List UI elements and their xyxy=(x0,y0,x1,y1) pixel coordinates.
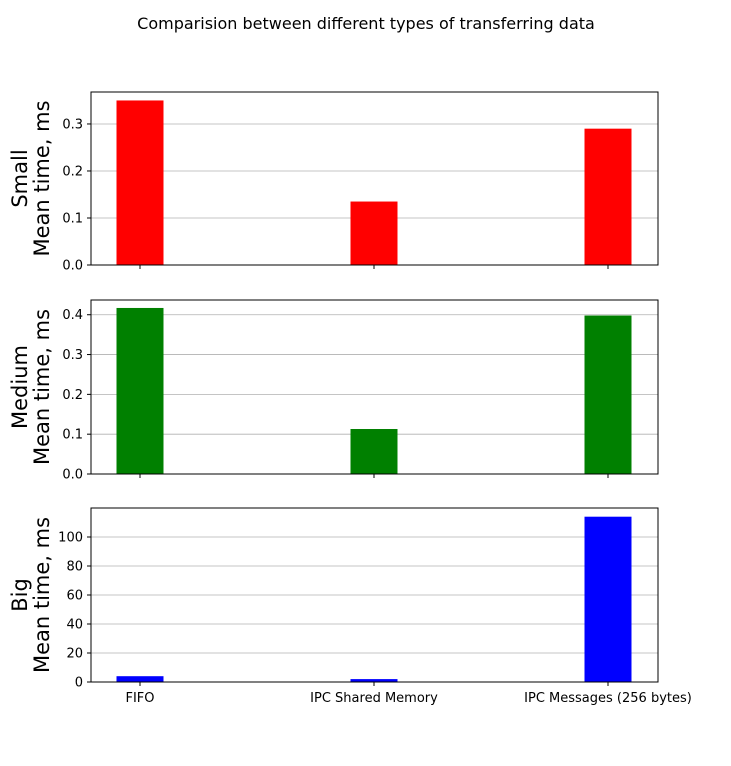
bar-ipc-messages-256-bytes- xyxy=(584,128,632,265)
y-axis-label-line2: Mean time, ms xyxy=(30,517,54,673)
x-tick-label: IPC Shared Memory xyxy=(310,691,438,706)
y-axis-label-line2: Mean time, ms xyxy=(30,100,54,256)
y-tick-label: 60 xyxy=(66,589,83,604)
bar-ipc-messages-256-bytes- xyxy=(584,315,632,474)
y-tick-label: 0.3 xyxy=(62,117,83,132)
y-tick-label: 20 xyxy=(66,647,83,662)
y-tick-label: 100 xyxy=(58,531,83,546)
y-tick-label: 0.0 xyxy=(62,468,83,483)
bar-fifo xyxy=(116,676,164,682)
y-tick-label: 80 xyxy=(66,560,83,575)
y-tick-label: 0.2 xyxy=(62,164,83,179)
bar-fifo xyxy=(116,100,164,265)
x-tick-label: IPC Messages (256 bytes) xyxy=(524,691,692,706)
y-tick-label: 0.3 xyxy=(62,348,83,363)
y-tick-label: 0.4 xyxy=(62,308,83,323)
y-tick-label: 0.2 xyxy=(62,388,83,403)
bar-ipc-shared-memory xyxy=(350,429,398,474)
y-axis-label-line1: Medium xyxy=(8,345,32,429)
y-axis-label-line1: Big xyxy=(8,578,32,612)
bar-ipc-shared-memory xyxy=(350,201,398,265)
x-tick-label: FIFO xyxy=(125,691,154,706)
bar-ipc-shared-memory xyxy=(350,679,398,682)
y-tick-label: 0 xyxy=(75,676,83,691)
y-tick-label: 40 xyxy=(66,618,83,633)
chart-title: Comparision between different types of t… xyxy=(137,14,595,33)
y-axis-label-line2: Mean time, ms xyxy=(30,309,54,465)
y-axis-label-line1: Small xyxy=(8,149,32,207)
y-tick-label: 0.1 xyxy=(62,211,83,226)
bar-ipc-messages-256-bytes- xyxy=(584,516,632,682)
y-tick-label: 0.1 xyxy=(62,428,83,443)
bar-fifo xyxy=(116,307,164,474)
y-tick-label: 0.0 xyxy=(62,259,83,274)
